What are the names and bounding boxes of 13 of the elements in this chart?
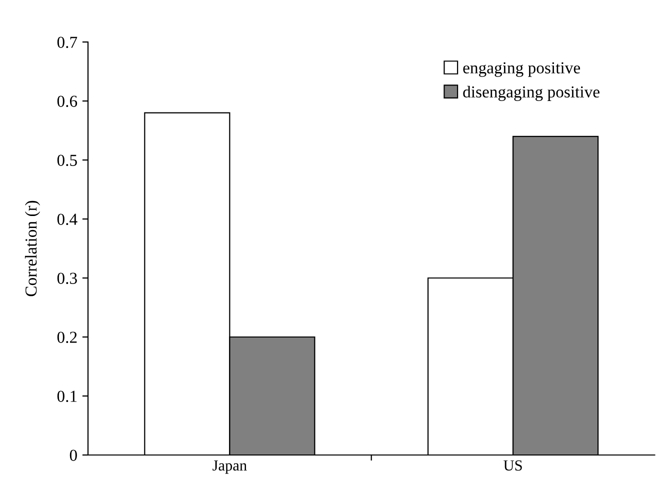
y-tick-label: 0.2 <box>57 332 77 344</box>
x-tick-label: US <box>504 460 522 471</box>
y-tick-label: 0.5 <box>57 154 77 166</box>
y-tick-label: 0.4 <box>57 214 78 226</box>
y-tick-label: 0 <box>70 450 77 461</box>
y-axis-title: Correlation (r) <box>24 200 40 296</box>
y-tick-label: 0.3 <box>57 272 77 284</box>
y-tick-label: 0.7 <box>57 36 78 48</box>
legend-label: disengaging positive <box>463 86 600 101</box>
legend-label: engaging positive <box>463 62 580 77</box>
y-tick-label: 0.6 <box>57 96 78 108</box>
y-tick-label: 0.1 <box>57 390 77 402</box>
x-tick-label: Japan <box>212 460 247 474</box>
